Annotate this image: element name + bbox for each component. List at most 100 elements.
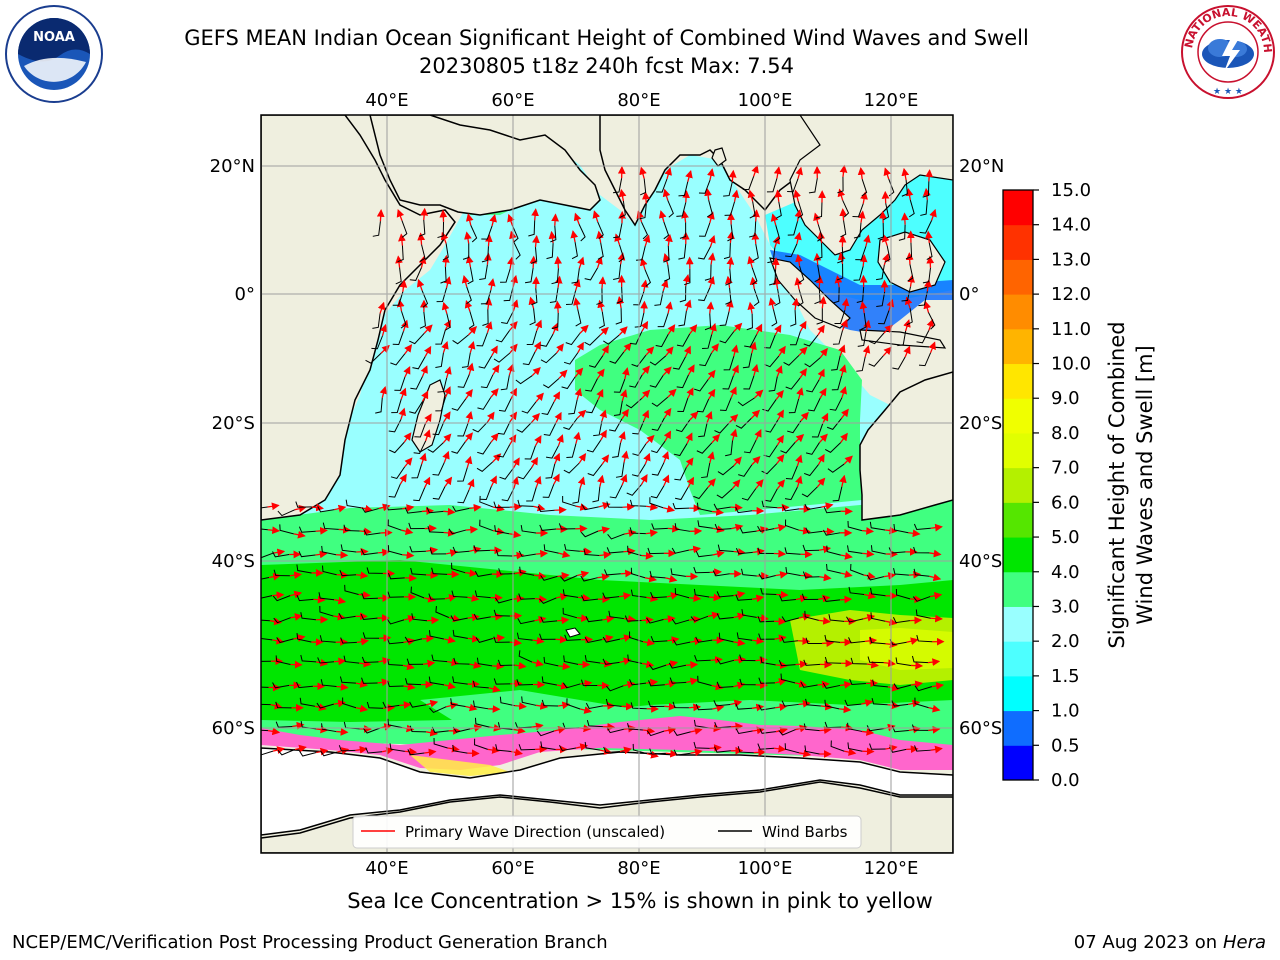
wind-barb [320,679,337,687]
wind-barb [718,632,734,643]
wind-barb [757,616,775,623]
wave-direction-arrow [426,571,439,579]
wind-barb [759,727,777,734]
wind-barb [477,397,492,410]
wave-direction-arrow [534,475,542,488]
wind-barb [870,612,886,622]
wind-barb [515,375,533,385]
wind-barb [646,730,665,737]
wind-barb [342,697,357,709]
wave-direction-arrow [512,594,525,603]
wave-direction-arrow [775,726,788,735]
wind-barb [395,267,402,285]
wind-barb [629,374,643,388]
wind-barb [693,741,710,749]
wind-barb [526,487,537,502]
wave-direction-arrow [574,387,583,400]
wind-barb [339,569,357,577]
wind-barb [563,462,580,474]
wave-direction-arrow [662,366,672,376]
wind-barb [472,421,489,433]
wind-barb [572,488,581,504]
wind-barb [428,593,445,600]
wave-direction-arrow [443,636,456,644]
wave-direction-arrow [423,429,431,442]
wind-barb [587,464,603,477]
wave-direction-arrow [863,234,871,247]
wind-barb [713,503,731,510]
colorbar-tick-label: 13.0 [1051,249,1091,270]
wind-barb [339,676,356,684]
wave-direction-arrow [599,326,609,336]
wave-direction-arrow [597,526,611,534]
wave-direction-arrow [315,550,328,559]
wave-direction-arrow [358,591,371,599]
wind-barb [561,376,576,390]
wind-barb [739,678,756,686]
wind-barb [524,267,534,284]
wind-barb [783,355,800,366]
wave-direction-arrow [773,744,787,753]
wind-barb [905,242,913,260]
wind-barb [480,290,492,305]
wave-direction-arrow [862,549,875,558]
wind-barb [914,745,931,752]
wave-direction-arrow [839,364,847,377]
wave-direction-arrow [599,551,612,559]
wave-direction-arrow [464,231,472,244]
wind-barb [866,574,884,581]
wave-direction-arrow [423,345,432,357]
wave-direction-arrow [623,547,636,556]
wind-barb [437,377,448,393]
colorbar-segment [1003,190,1033,226]
wave-direction-arrow [534,571,547,580]
wind-barb [679,286,687,303]
wave-direction-arrow [641,551,654,560]
wind-barb [436,287,447,303]
wind-barb [363,529,381,536]
wave-direction-arrow [711,433,721,444]
wave-direction-arrow [645,529,659,537]
wind-barb [474,717,490,728]
wave-direction-arrow [642,726,656,735]
wave-direction-arrow [818,433,828,444]
wind-barb [693,566,710,574]
wind-barb [606,685,624,692]
wave-direction-arrow [618,431,626,443]
wave-direction-arrow [573,278,581,291]
wind-barb [409,401,423,414]
wave-direction-arrow [839,208,848,221]
wave-direction-arrow [731,189,740,202]
wind-barb [295,501,312,508]
wave-direction-arrow [705,410,713,423]
wave-direction-arrow [730,699,743,708]
wave-direction-arrow [863,571,876,580]
wind-barb [452,505,470,512]
wind-barb [922,267,931,284]
wind-barb [580,575,598,582]
wind-barb [891,700,909,707]
wind-barb [657,313,669,328]
wind-barb [409,332,425,345]
wind-barb [361,656,379,664]
wind-barb [869,743,886,750]
wind-barb [277,509,295,517]
wave-direction-arrow [663,615,676,623]
wave-direction-arrow [686,677,699,686]
wave-direction-arrow [551,322,559,335]
wind-barb [261,528,268,531]
wind-barb [592,486,601,503]
wave-direction-arrow [289,571,303,580]
wave-direction-arrow [467,613,480,622]
wave-direction-arrow [401,319,409,332]
wind-barb [451,441,466,454]
wind-barb [261,595,273,599]
wind-barb [782,505,800,512]
wave-direction-arrow [506,256,515,269]
wave-direction-arrow [511,476,519,489]
wave-direction-arrow [616,295,625,309]
wave-direction-arrow [795,475,803,488]
wave-direction-arrow [272,636,285,645]
wind-barb [816,308,823,325]
wave-direction-arrow [577,570,590,579]
